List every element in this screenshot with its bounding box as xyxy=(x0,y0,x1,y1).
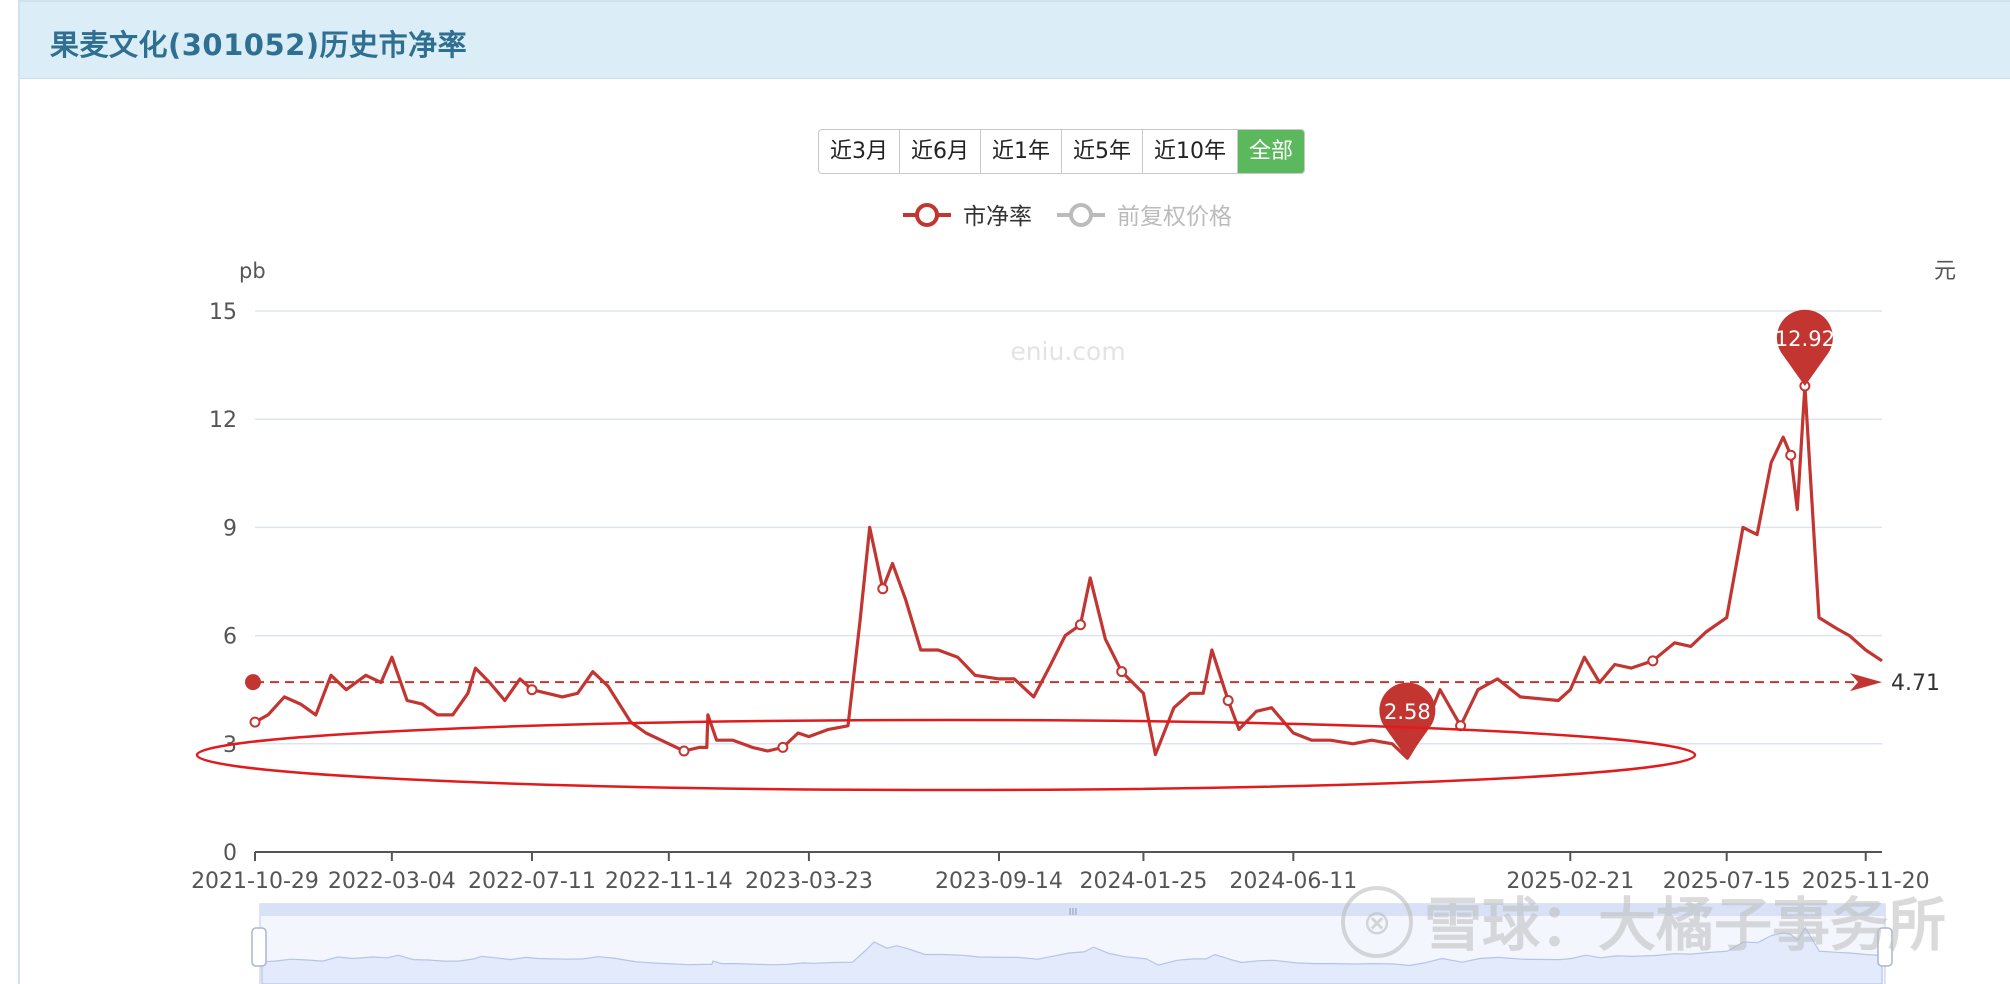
range-3m-button[interactable]: 近3月 xyxy=(819,130,900,173)
slider-right-handle[interactable] xyxy=(1877,927,1893,967)
legend-pb-label: 市净率 xyxy=(963,204,1032,230)
pb-point-marker xyxy=(678,745,690,757)
overlay-caption: 雪球：大橘子事务所 xyxy=(1424,891,1946,959)
x-tick-label: 2023-03-23 xyxy=(745,869,873,894)
pin-label: 2.58 xyxy=(1384,700,1431,724)
x-tick-label: 2024-06-11 xyxy=(1229,869,1357,894)
y-tick-label: 15 xyxy=(209,300,237,325)
y-tick-label: 12 xyxy=(209,408,237,433)
x-tick-label: 2022-11-14 xyxy=(605,869,733,894)
pin-label: 12.92 xyxy=(1775,327,1835,351)
y-tick-label: 0 xyxy=(223,841,237,866)
average-arrow xyxy=(1850,673,1882,692)
range-all-button[interactable]: 全部 xyxy=(1238,130,1305,173)
y-tick-label: 9 xyxy=(223,516,237,541)
slider-left-handle[interactable] xyxy=(251,927,267,967)
xueqiu-logo-glyph: ⊗ xyxy=(1363,903,1392,943)
x-tick-label: 2025-02-21 xyxy=(1506,869,1634,894)
range-selector: 近3月 近6月 近1年 近5年 近10年 全部 xyxy=(818,129,1306,174)
x-tick-label: 2022-07-11 xyxy=(468,869,596,894)
average-start-dot xyxy=(245,674,261,691)
x-tick-label: 2021-10-29 xyxy=(191,869,319,894)
legend-pb-marker xyxy=(915,203,939,227)
pb-point-marker xyxy=(249,716,261,728)
min-value-pin: 2.58 xyxy=(1379,682,1436,759)
pb-point-marker xyxy=(1074,619,1086,631)
xueqiu-logo-icon xyxy=(1341,886,1413,958)
x-tick-label: 2025-07-15 xyxy=(1663,869,1791,894)
pin-shape xyxy=(1379,682,1436,759)
range-1y-button[interactable]: 近1年 xyxy=(981,130,1062,173)
legend-price-marker xyxy=(1069,203,1093,227)
average-value-label: 4.71 xyxy=(1891,671,1940,696)
panel-header: 果麦文化(301052)历史市净率 xyxy=(20,2,2010,79)
y-axis-left-unit: pb xyxy=(239,259,266,283)
x-tick-label: 2022-03-04 xyxy=(328,869,456,894)
xueqiu-watermark: ⊗ 雪球：大橘子事务所 xyxy=(1341,886,1946,959)
pb-series-line xyxy=(254,384,1883,760)
range-6m-button[interactable]: 近6月 xyxy=(900,130,981,173)
watermark: eniu.com xyxy=(1010,337,1125,366)
page-title: 果麦文化(301052)历史市净率 xyxy=(50,28,468,62)
x-tick-label: 2025-11-20 xyxy=(1802,869,1930,894)
x-tick-label: 2023-09-14 xyxy=(935,869,1063,894)
pb-point-marker xyxy=(777,741,789,753)
pb-point-marker xyxy=(1222,695,1234,707)
slider-top-bar xyxy=(260,904,1885,916)
x-tick-label: 2024-01-25 xyxy=(1080,869,1208,894)
y-axis-right-unit: 元 xyxy=(1934,259,1956,284)
legend-price-label: 前复权价格 xyxy=(1117,204,1232,230)
slider-grip-icon: III xyxy=(1069,907,1078,918)
pb-point-marker xyxy=(877,583,889,595)
pin-shape xyxy=(1776,309,1833,387)
y-tick-label: 6 xyxy=(223,625,237,650)
data-zoom-slider: III xyxy=(251,903,1893,984)
range-5y-button[interactable]: 近5年 xyxy=(1062,130,1143,173)
pb-point-marker xyxy=(526,684,538,696)
slider-preview-area xyxy=(261,926,1883,984)
pb-point-marker xyxy=(1785,449,1797,461)
max-value-pin: 12.92 xyxy=(1775,309,1835,387)
legend: 市净率 前复权价格 xyxy=(903,203,1232,230)
pb-point-marker xyxy=(1116,666,1128,678)
range-10y-button[interactable]: 近10年 xyxy=(1143,130,1238,173)
annotation-ellipse xyxy=(195,718,1697,792)
pb-point-marker xyxy=(1647,655,1659,667)
